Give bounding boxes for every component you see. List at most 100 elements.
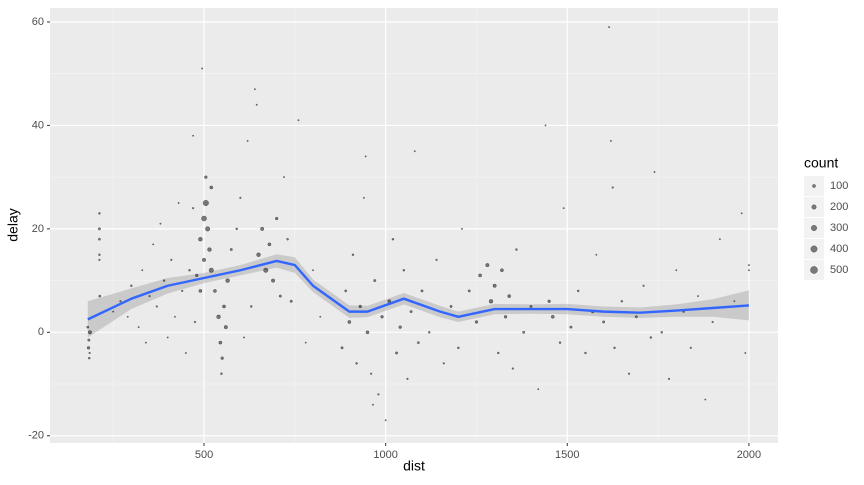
point — [130, 284, 133, 287]
point — [467, 289, 471, 293]
point — [704, 398, 707, 401]
point — [391, 237, 395, 241]
point — [474, 320, 479, 324]
point — [384, 419, 387, 422]
point — [515, 248, 518, 251]
point — [492, 283, 497, 288]
point — [246, 140, 249, 142]
point — [634, 315, 638, 319]
point — [87, 338, 91, 342]
point — [365, 330, 370, 335]
point — [202, 200, 209, 206]
point — [364, 155, 367, 158]
point — [193, 320, 197, 324]
point — [562, 207, 565, 210]
point — [442, 362, 445, 365]
point — [174, 315, 176, 318]
point — [213, 289, 217, 293]
legend-symbol — [810, 266, 818, 274]
point — [192, 134, 195, 137]
point — [627, 372, 631, 375]
legend-label: 100 — [830, 180, 848, 192]
point — [286, 237, 289, 241]
point — [457, 346, 460, 350]
point — [740, 212, 743, 215]
point — [370, 372, 373, 375]
point — [351, 253, 355, 256]
point — [355, 362, 358, 365]
point — [718, 238, 721, 241]
point — [192, 207, 195, 210]
point — [675, 269, 678, 272]
point — [253, 88, 256, 91]
point — [220, 356, 224, 360]
x-tick-label: 2000 — [737, 449, 761, 461]
legend-label: 500 — [830, 264, 848, 276]
point — [220, 372, 223, 375]
point — [289, 299, 293, 303]
point — [177, 202, 180, 204]
point — [377, 393, 380, 396]
point — [229, 248, 233, 251]
point — [159, 222, 162, 225]
point — [417, 341, 420, 344]
point — [413, 150, 416, 153]
y-tick-label: 20 — [32, 223, 44, 235]
point — [275, 216, 279, 221]
point — [420, 289, 424, 293]
point — [503, 315, 508, 319]
x-tick-label: 1000 — [373, 449, 397, 461]
point — [255, 103, 258, 106]
point — [488, 299, 494, 304]
point — [141, 269, 144, 272]
point — [649, 336, 653, 339]
point — [278, 294, 282, 298]
point — [250, 305, 253, 308]
point — [201, 67, 204, 70]
point — [653, 171, 656, 173]
point — [148, 295, 151, 298]
y-axis-title: delay — [5, 208, 21, 241]
point — [222, 304, 226, 309]
point — [620, 300, 624, 303]
y-tick-label: 0 — [38, 326, 44, 338]
point — [152, 243, 155, 246]
legend-label: 200 — [830, 201, 848, 213]
point — [86, 325, 90, 329]
point — [112, 310, 115, 313]
point — [207, 247, 212, 252]
panel — [50, 8, 778, 443]
point — [558, 341, 562, 344]
smooth-line — [87, 259, 750, 321]
point — [126, 315, 129, 318]
x-axis-title: dist — [403, 458, 425, 474]
point — [88, 330, 92, 335]
x-tick-label: 500 — [195, 449, 213, 461]
point — [395, 351, 399, 355]
point — [478, 273, 482, 278]
point — [485, 263, 490, 268]
point — [260, 226, 265, 231]
point — [550, 314, 555, 319]
legend-symbol — [810, 245, 818, 253]
point — [144, 341, 147, 344]
point — [225, 278, 230, 283]
point — [697, 295, 699, 298]
point — [373, 279, 377, 283]
point — [98, 253, 101, 256]
point — [537, 388, 540, 391]
point — [271, 278, 276, 283]
point — [218, 340, 223, 345]
point — [155, 305, 158, 308]
point — [205, 226, 211, 232]
point — [88, 351, 91, 355]
point — [406, 377, 409, 380]
point — [398, 325, 402, 329]
point — [435, 258, 438, 261]
point — [428, 331, 431, 334]
point — [544, 124, 547, 127]
point — [576, 289, 580, 293]
legend-label: 400 — [830, 243, 848, 255]
point — [198, 237, 203, 242]
legend-symbol — [812, 184, 816, 188]
